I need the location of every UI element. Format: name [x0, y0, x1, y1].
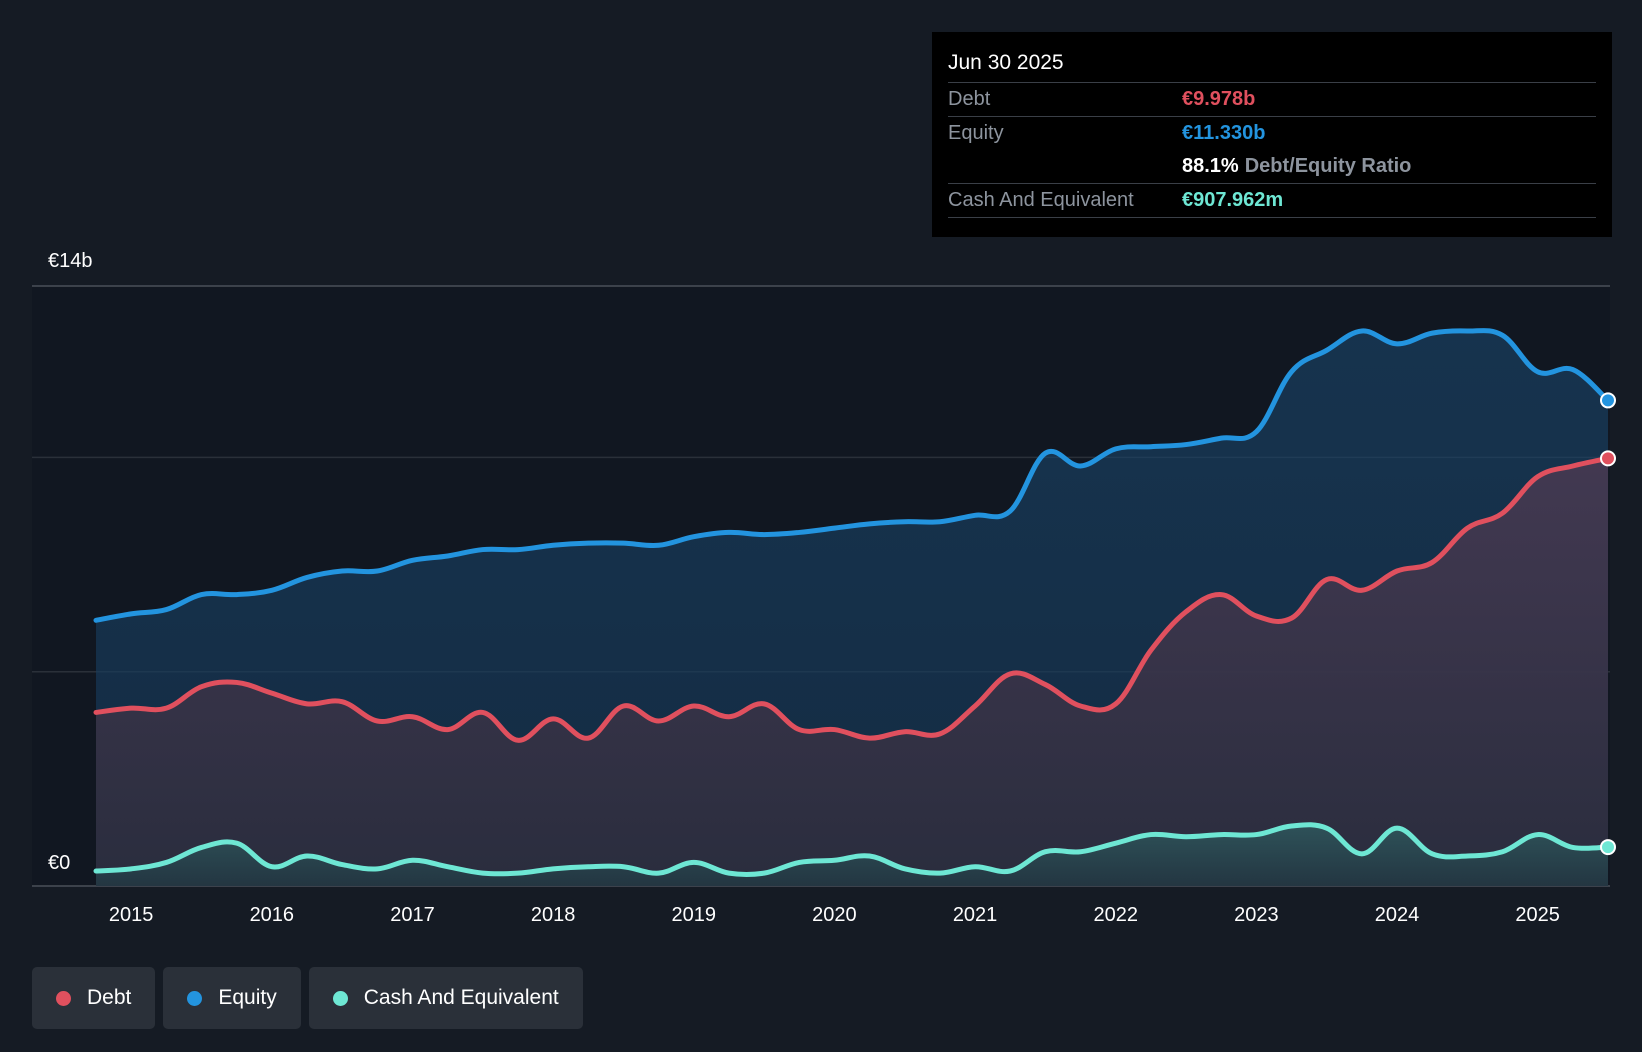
x-tick-label: 2018 — [531, 904, 576, 926]
y-axis-bottom-label: €0 — [48, 852, 71, 874]
y-axis-top-label: €14b — [48, 250, 93, 272]
legend-debt-dot-icon — [56, 990, 71, 1006]
equity-end-marker[interactable] — [1600, 392, 1616, 409]
x-tick-label: 2025 — [1515, 904, 1560, 926]
legend-item-cash[interactable]: Cash And Equivalent — [308, 967, 583, 1029]
x-tick-label: 2020 — [812, 904, 857, 926]
legend-equity-dot-icon — [187, 990, 203, 1006]
tooltip-ratio-row: 88.1% Debt/Equity Ratio — [948, 150, 1596, 184]
tooltip-equity-row: Equity €11.330b — [948, 117, 1596, 150]
tooltip-equity-value: €11.330b — [1182, 122, 1266, 144]
tooltip-ratio-value: 88.1% — [1182, 155, 1239, 177]
tooltip-cash-label: Cash And Equivalent — [948, 189, 1134, 211]
area-layer — [96, 330, 1608, 886]
tooltip-date: Jun 30 2025 — [948, 46, 1596, 83]
x-tick-label: 2019 — [672, 904, 717, 926]
tooltip-debt-row: Debt €9.978b — [948, 83, 1596, 117]
tooltip-cash-value: €907.962m — [1182, 189, 1284, 211]
cash-line — [93, 822, 1611, 878]
tooltip-ratio-label: Debt/Equity Ratio — [1244, 155, 1412, 177]
debt-end-marker[interactable] — [1600, 450, 1616, 467]
chart-legend: Debt Equity Cash And Equivalent — [32, 967, 583, 1029]
line-layer — [93, 328, 1611, 878]
x-tick-label: 2023 — [1234, 904, 1279, 926]
legend-equity-label: Equity — [218, 986, 277, 1009]
cash-end-marker[interactable] — [1600, 839, 1616, 856]
tooltip-debt-value: €9.978b — [1182, 88, 1256, 110]
x-tick-label: 2022 — [1093, 904, 1138, 926]
x-axis-ticks: 2015 2016 2017 2018 2019 2020 2021 2022 2023 2024… — [109, 904, 1560, 926]
tooltip-debt-label: Debt — [948, 88, 991, 110]
data-tooltip: Jun 30 2025 Debt €9.978b Equity €11.330b… — [932, 32, 1612, 237]
tooltip-cash-row: Cash And Equivalent €907.962m — [948, 184, 1596, 218]
x-tick-label: 2021 — [953, 904, 998, 926]
tooltip-equity-label: Equity — [948, 122, 1004, 144]
x-tick-label: 2024 — [1375, 904, 1420, 926]
legend-cash-dot-icon — [332, 990, 348, 1006]
x-tick-label: 2017 — [390, 904, 435, 926]
debt-line — [93, 455, 1611, 743]
legend-item-equity[interactable]: Equity — [163, 967, 301, 1029]
legend-item-debt[interactable]: Debt — [32, 967, 156, 1029]
x-tick-label: 2016 — [250, 904, 295, 926]
equity-line — [93, 328, 1611, 623]
x-tick-label: 2015 — [109, 904, 154, 926]
legend-cash-label: Cash And Equivalent — [363, 986, 559, 1009]
cash-area — [96, 824, 1608, 886]
end-markers — [1600, 392, 1616, 856]
legend-debt-label: Debt — [87, 986, 132, 1009]
debt-area — [96, 458, 1608, 886]
